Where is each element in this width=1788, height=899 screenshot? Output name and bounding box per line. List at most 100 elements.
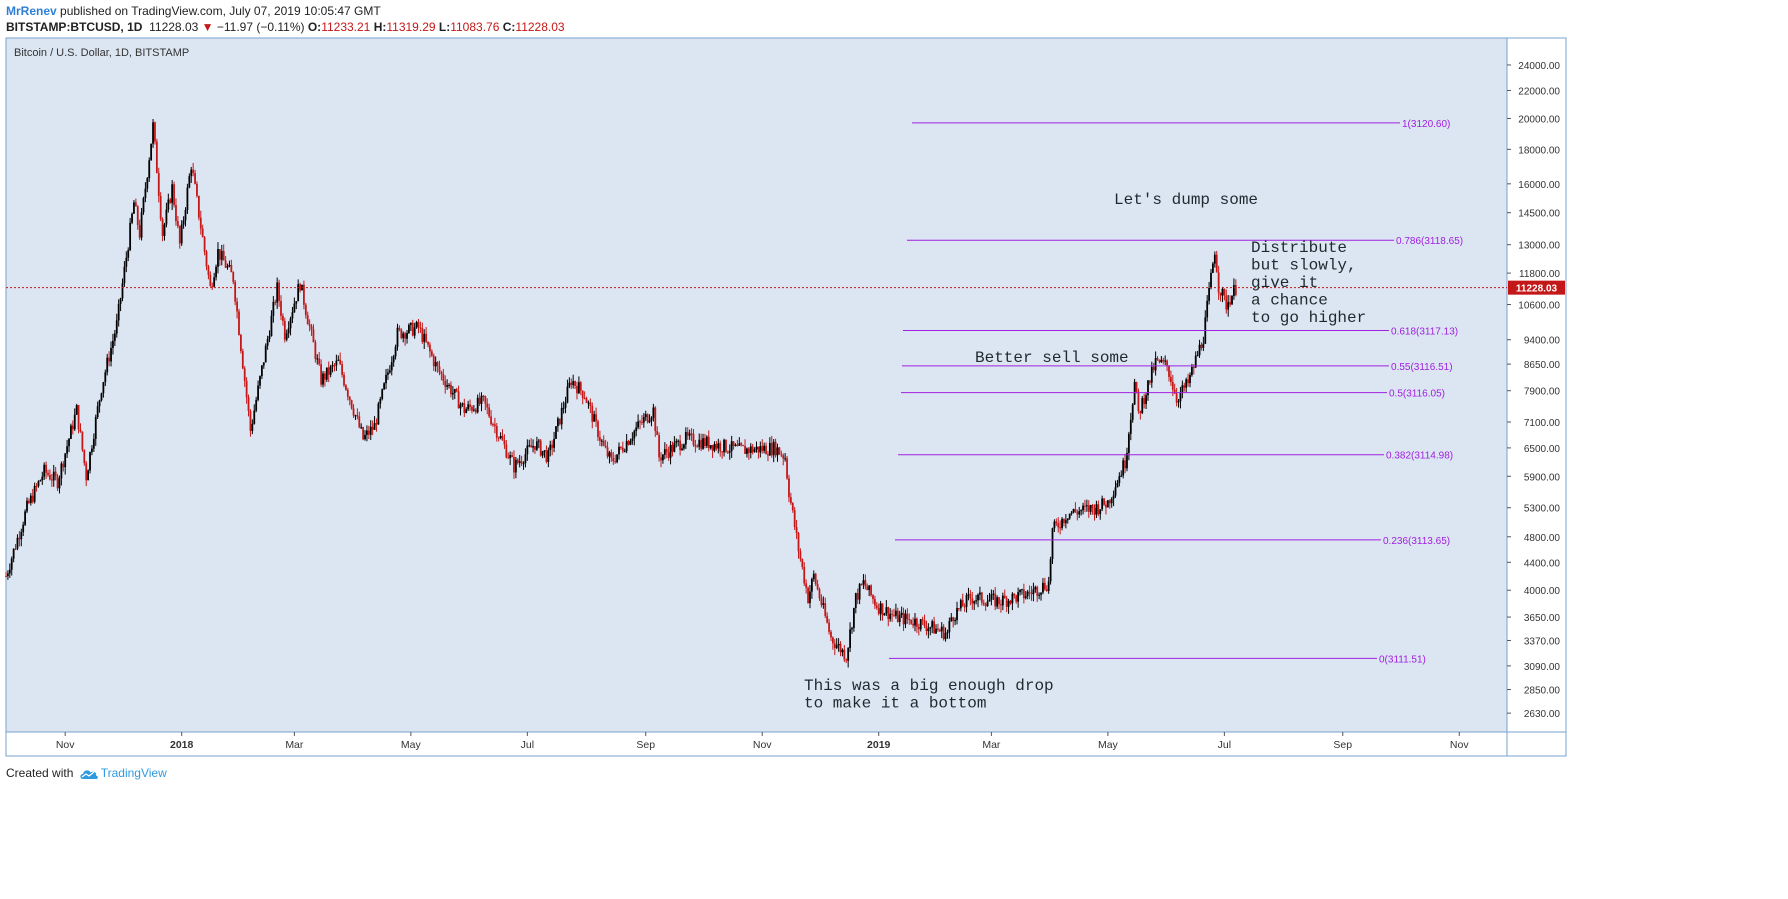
candle-body bbox=[255, 399, 258, 411]
candle-body bbox=[375, 423, 378, 425]
candle-body bbox=[1198, 344, 1201, 356]
candle-body bbox=[312, 329, 315, 343]
candle-body bbox=[33, 485, 36, 502]
candle-body bbox=[131, 213, 133, 223]
candle-body bbox=[734, 444, 737, 446]
candle-body bbox=[1101, 498, 1104, 510]
candle-body bbox=[146, 178, 149, 189]
candle-body bbox=[1145, 395, 1147, 405]
candle-body bbox=[230, 264, 233, 273]
candle-body bbox=[5, 575, 7, 577]
candle-body bbox=[906, 613, 909, 620]
candle-body bbox=[704, 438, 706, 446]
candle-body bbox=[203, 237, 206, 252]
candle-body bbox=[595, 414, 597, 422]
annotation-line: give it bbox=[1251, 274, 1318, 292]
candle-body bbox=[751, 446, 754, 453]
y-tick-label: 4800.00 bbox=[1524, 533, 1561, 544]
candle-body bbox=[341, 364, 344, 375]
high-label: H: bbox=[373, 20, 387, 34]
candle-body bbox=[303, 284, 305, 305]
candle-body bbox=[585, 398, 588, 403]
candle-body bbox=[1189, 374, 1191, 384]
candle-body bbox=[1070, 512, 1073, 514]
candle-body bbox=[620, 446, 622, 448]
candle-body bbox=[1191, 366, 1193, 375]
candle-body bbox=[570, 382, 573, 386]
footer: Created with TradingView bbox=[6, 766, 167, 780]
candle-body bbox=[236, 301, 238, 312]
candle-body bbox=[1028, 591, 1031, 593]
candle-body bbox=[295, 301, 298, 304]
candle-body bbox=[14, 548, 17, 550]
annotation-line: Let's dump some bbox=[1114, 191, 1258, 209]
candle-body bbox=[1221, 288, 1224, 296]
candle-body bbox=[551, 444, 554, 448]
candle-body bbox=[379, 398, 382, 404]
candle-body bbox=[186, 187, 189, 211]
candle-body bbox=[129, 222, 132, 250]
candle-body bbox=[430, 351, 433, 356]
candle-body bbox=[952, 617, 955, 622]
candle-body bbox=[89, 452, 91, 471]
candle-body bbox=[679, 440, 682, 451]
tradingview-link[interactable]: TradingView bbox=[100, 766, 167, 780]
candle-body bbox=[333, 365, 336, 367]
candle-body bbox=[1106, 500, 1109, 508]
candle-body bbox=[155, 141, 158, 174]
annotation-line: but slowly, bbox=[1251, 257, 1357, 275]
candle-body bbox=[509, 455, 512, 458]
time-axis bbox=[5, 731, 1508, 757]
x-tick-label: Sep bbox=[636, 739, 655, 751]
candle-body bbox=[513, 456, 515, 473]
candle-body bbox=[1003, 595, 1006, 599]
candle-body bbox=[482, 395, 485, 397]
candle-body bbox=[138, 224, 141, 238]
author-link[interactable]: MrRenev bbox=[6, 4, 57, 18]
candle-body bbox=[113, 333, 116, 341]
candle-body bbox=[958, 608, 960, 610]
candle-body bbox=[390, 362, 393, 371]
candle-body bbox=[1093, 507, 1096, 515]
y-tick-label: 5900.00 bbox=[1524, 472, 1561, 483]
candle-body bbox=[872, 595, 874, 600]
candle-body bbox=[877, 608, 880, 614]
candle-body bbox=[642, 417, 645, 423]
candle-body bbox=[931, 621, 934, 628]
candle-body bbox=[761, 446, 764, 451]
candle-body bbox=[366, 430, 368, 435]
candle-body bbox=[835, 645, 838, 648]
candle-body bbox=[998, 597, 1000, 605]
candle-body bbox=[839, 643, 842, 653]
candle-body bbox=[683, 444, 685, 449]
candle-body bbox=[197, 195, 200, 218]
candle-body bbox=[1223, 288, 1226, 296]
candle-body bbox=[1068, 513, 1071, 519]
y-tick-label: 14500.00 bbox=[1518, 209, 1560, 220]
candle-body bbox=[7, 573, 9, 577]
candle-body bbox=[576, 385, 578, 394]
candle-body bbox=[1227, 302, 1230, 310]
candle-body bbox=[746, 448, 748, 454]
candle-body bbox=[167, 199, 170, 210]
candle-body bbox=[434, 362, 437, 367]
candle-body bbox=[1051, 528, 1054, 560]
low-label: L: bbox=[438, 20, 451, 34]
candle-body bbox=[753, 449, 756, 453]
candle-body bbox=[528, 445, 531, 447]
y-tick-label: 10600.00 bbox=[1518, 301, 1560, 312]
candle-body bbox=[220, 251, 223, 260]
candle-body bbox=[1074, 509, 1077, 512]
candle-body bbox=[854, 593, 857, 608]
candle-body bbox=[820, 598, 823, 606]
x-tick-label: May bbox=[401, 739, 422, 751]
candle-body bbox=[1231, 295, 1233, 305]
x-tick-label: Mar bbox=[285, 739, 304, 751]
candle-body bbox=[56, 476, 59, 489]
y-tick-label: 8650.00 bbox=[1524, 360, 1561, 371]
candle-body bbox=[1156, 358, 1159, 360]
candle-body bbox=[973, 601, 976, 604]
candle-body bbox=[879, 603, 882, 614]
candle-body bbox=[270, 315, 273, 336]
